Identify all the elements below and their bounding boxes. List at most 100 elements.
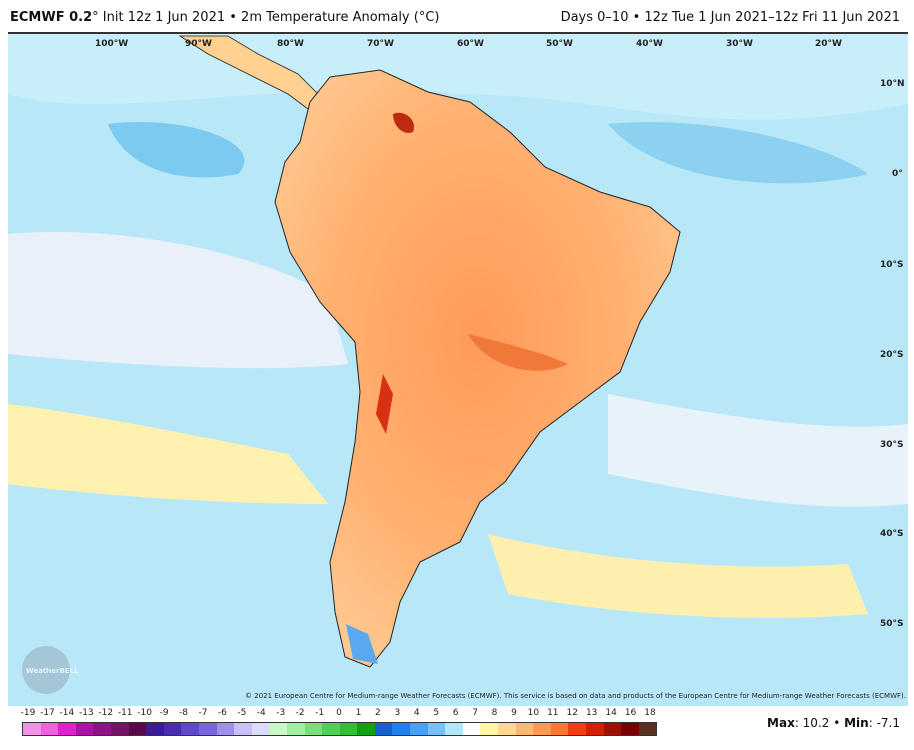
colorbar-swatch: [515, 723, 534, 735]
warm-core-andes: [376, 374, 393, 434]
colorbar-swatch: [251, 723, 270, 735]
colorbar-tick-label: -4: [256, 708, 266, 718]
colorbar-swatch: [304, 723, 323, 735]
colorbar-swatch: [427, 723, 446, 735]
anomaly-map[interactable]: 100°W 90°W 80°W 70°W 60°W 50°W 40°W 30°W…: [8, 32, 908, 706]
colorbar-tick-label: -13: [78, 708, 94, 718]
svg-text:WeatherBELL: WeatherBELL: [26, 667, 79, 675]
colorbar-tick-label: 3: [394, 708, 401, 718]
lat-label: 10°S: [880, 260, 904, 270]
colorbar-swatch: [75, 723, 94, 735]
colorbar-swatch: [568, 723, 586, 735]
colorbar-tick-label: -14: [59, 708, 75, 718]
lon-label: 70°W: [367, 39, 394, 49]
colorbar-swatch: [269, 723, 287, 735]
colorbar-tick-label: -7: [198, 708, 208, 718]
lon-label: 60°W: [457, 39, 484, 49]
colorbar-tick-label: 13: [585, 708, 598, 718]
lat-label: 20°S: [880, 350, 904, 360]
atlantic-warm-band: [488, 534, 868, 618]
colorbar-tick-label: 8: [491, 708, 498, 718]
colorbar-tick-label: 0: [336, 708, 342, 718]
lon-label: 40°W: [636, 39, 663, 49]
colorbar-tick-label: 7: [472, 708, 478, 718]
lon-label: 100°W: [95, 39, 128, 49]
title-text: ° Init 12z 1 Jun 2021 • 2m Temperature A…: [92, 10, 440, 25]
colorbar-tick-label: 6: [452, 708, 459, 718]
colorbar-swatch: [603, 723, 622, 735]
colorbar-swatch: [58, 723, 76, 735]
warm-core-venezuela: [393, 112, 414, 133]
colorbar-tick-label: 11: [547, 708, 559, 718]
max-min-readout: Max: 10.2 • Min: -7.1: [767, 716, 900, 730]
colorbar-swatch: [392, 723, 411, 735]
colorbar-tick-label: 14: [605, 708, 617, 718]
colorbar-tick-label: -9: [159, 708, 169, 718]
colorbar-swatch: [621, 723, 639, 735]
lat-label: 0°: [892, 169, 903, 179]
colorbar-swatch: [198, 723, 217, 735]
colorbar-tick-label: 9: [511, 708, 517, 718]
colorbar-swatch: [286, 723, 305, 735]
colorbar-swatch: [23, 723, 41, 735]
colorbar-tick-label: -8: [179, 708, 188, 718]
pacific-neutral-band: [8, 232, 348, 369]
colorbar-swatch: [445, 723, 463, 735]
colorbar-tick-label: -12: [98, 708, 114, 718]
colorbar-swatch: [163, 723, 182, 735]
colorbar-swatch: [40, 723, 59, 735]
lon-label: 90°W: [185, 39, 212, 49]
lat-label: 40°S: [880, 529, 904, 539]
colorbar-tick-label: 16: [624, 708, 637, 718]
min-value: -7.1: [876, 716, 900, 730]
colorbar-tick-label: -1: [315, 708, 325, 718]
colorbar-tick-label: -17: [40, 708, 55, 718]
lon-label: 20°W: [815, 39, 842, 49]
colorbar-swatch: [110, 723, 129, 735]
lat-label: 30°S: [880, 440, 904, 450]
colorbar-tick-label: 4: [413, 708, 420, 718]
colorbar-tick-label: -10: [137, 708, 152, 718]
colorbar-swatch: [586, 723, 604, 735]
cool-patagonia: [346, 624, 378, 664]
colorbar-swatch: [339, 723, 358, 735]
colorbar-swatch: [234, 723, 252, 735]
lon-label: 80°W: [277, 39, 304, 49]
colorbar-tick-label: -6: [217, 708, 227, 718]
colorbar-swatch: [533, 723, 551, 735]
lon-label: 30°W: [726, 39, 753, 49]
colorbar-tick-label: -2: [295, 708, 305, 718]
colorbar-tick-label: 2: [375, 708, 381, 718]
model-name: ECMWF 0.2: [10, 10, 93, 25]
colorbar-swatch: [462, 723, 481, 735]
colorbar-swatch: [550, 723, 569, 735]
lat-labels: 10°N 0° 10°S 20°S 30°S 40°S 50°S: [880, 79, 905, 629]
colorbar-swatch: [498, 723, 516, 735]
cool-patch: [608, 122, 868, 184]
copyright-credit: © 2021 European Centre for Medium-range …: [245, 692, 906, 700]
colorbar-swatch: [480, 723, 499, 735]
warm-core-brazil: [468, 334, 568, 371]
colorbar-swatch: [357, 723, 375, 735]
colorbar-tick-label: 1: [355, 708, 362, 718]
pacific-warm-band: [8, 404, 328, 504]
colorbar-labels: -19 -17 -14 -13 -12 -11 -10 -9 -8 -7 -6 -5 -4 -3 -2 -1 0…: [20, 708, 656, 720]
colorbar-swatch: [638, 723, 657, 735]
lat-label: 10°N: [880, 79, 905, 89]
south-america: [274, 69, 681, 668]
colorbar-tick-label: -11: [117, 708, 133, 718]
cool-patch: [108, 122, 245, 178]
lon-label: 50°W: [546, 39, 573, 49]
colorbar-swatch: [216, 723, 235, 735]
weatherbell-logo: WeatherBELL: [22, 646, 79, 694]
colorbar-swatch: [128, 723, 147, 735]
atlantic-neutral: [608, 394, 908, 507]
lon-labels: 100°W 90°W 80°W 70°W 60°W 50°W 40°W 30°W…: [95, 39, 842, 49]
colorbar-swatch: [181, 723, 199, 735]
colorbar-swatch: [93, 723, 111, 735]
colorbar-tick-label: 10: [527, 708, 540, 718]
colorbar-tick-label: -19: [20, 708, 36, 718]
max-value: 10.2: [802, 716, 830, 730]
valid-period: Days 0–10 • 12z Tue 1 Jun 2021–12z Fri 1…: [560, 10, 900, 25]
colorbar: [22, 722, 658, 736]
